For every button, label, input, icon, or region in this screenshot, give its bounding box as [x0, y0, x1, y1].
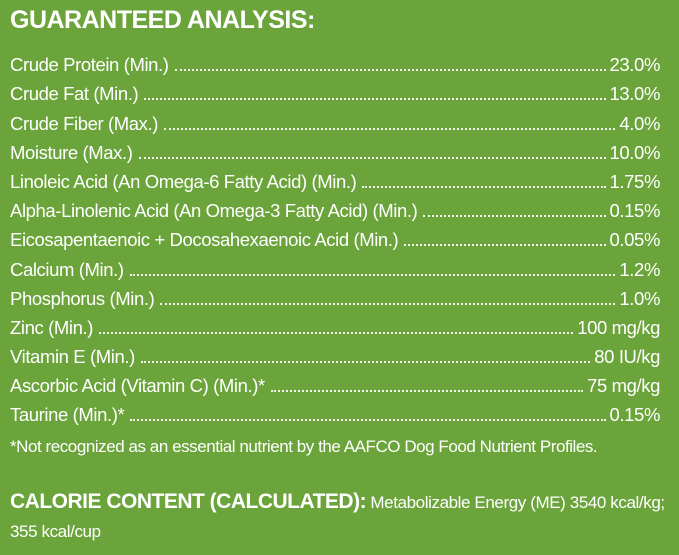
- dot-leader: [98, 331, 574, 334]
- dot-leader: [270, 390, 584, 393]
- calorie-heading: CALORIE CONTENT (CALCULATED):: [10, 490, 367, 513]
- analysis-row: Alpha-Linolenic Acid (An Omega-3 Fatty A…: [10, 193, 660, 222]
- nutrient-label: Phosphorus (Min.): [10, 287, 155, 309]
- dot-leader: [129, 273, 616, 276]
- nutrient-value: 1.75%: [609, 170, 661, 192]
- dot-leader: [160, 302, 616, 305]
- nutrient-label: Alpha-Linolenic Acid (An Omega-3 Fatty A…: [10, 200, 418, 222]
- dot-leader: [140, 361, 591, 364]
- nutrient-label: Crude Fat (Min.): [10, 83, 139, 105]
- analysis-row: Vitamin E (Min.) 80 IU/kg: [10, 339, 660, 368]
- nutrient-value: 1.2%: [619, 258, 660, 280]
- nutrient-label: Crude Fiber (Max.): [10, 112, 159, 134]
- analysis-row: Crude Fiber (Max.) 4.0%: [10, 105, 660, 134]
- title: GUARANTEED ANALYSIS:: [10, 6, 315, 34]
- nutrient-label: Crude Protein (Min.): [10, 54, 169, 76]
- nutrient-label: Linoleic Acid (An Omega-6 Fatty Acid) (M…: [10, 170, 357, 192]
- dot-leader: [404, 244, 606, 247]
- footnote: *Not recognized as an essential nutrient…: [10, 437, 598, 456]
- calorie-text: Metabolizable Energy (ME) 3540 kcal/kg; …: [10, 493, 665, 541]
- analysis-row: Zinc (Min.) 100 mg/kg: [10, 310, 660, 339]
- analysis-row: Phosphorus (Min.) 1.0%: [10, 281, 660, 310]
- nutrient-label: Zinc (Min.): [10, 316, 93, 338]
- nutrient-label: Vitamin E (Min.): [10, 346, 135, 368]
- analysis-row: Calcium (Min.) 1.2%: [10, 251, 660, 280]
- nutrient-value: 1.0%: [619, 287, 660, 309]
- analysis-row: Crude Fat (Min.) 13.0%: [10, 76, 660, 105]
- nutrient-value: 4.0%: [619, 112, 660, 134]
- analysis-row: Moisture (Max.) 10.0%: [10, 135, 660, 164]
- nutrient-value: 0.05%: [609, 229, 661, 251]
- nutrient-value: 23.0%: [609, 54, 661, 76]
- dot-leader: [423, 215, 606, 218]
- calorie-content: CALORIE CONTENT (CALCULATED): Metaboliza…: [10, 487, 670, 546]
- dot-leader: [138, 156, 606, 159]
- nutrient-label: Calcium (Min.): [10, 258, 124, 280]
- nutrient-value: 10.0%: [609, 141, 661, 163]
- nutrient-value: 75 mg/kg: [587, 375, 660, 397]
- nutrient-value: 13.0%: [609, 83, 661, 105]
- nutrient-value: 0.15%: [609, 404, 661, 426]
- dot-leader: [362, 185, 606, 188]
- nutrient-value: 100 mg/kg: [577, 316, 660, 338]
- analysis-list: Crude Protein (Min.) 23.0% Crude Fat (Min.…: [10, 47, 660, 426]
- dot-leader: [130, 419, 606, 422]
- nutrient-label: Taurine (Min.)*: [10, 404, 125, 426]
- analysis-row: Ascorbic Acid (Vitamin C) (Min.)* 75 mg/k…: [10, 368, 660, 397]
- analysis-row: Taurine (Min.)* 0.15%: [10, 397, 660, 426]
- dot-leader: [174, 69, 606, 72]
- analysis-row: Eicosapentaenoic + Docosahexaenoic Acid …: [10, 222, 660, 251]
- nutrient-value: 0.15%: [609, 200, 661, 222]
- nutrient-label: Eicosapentaenoic + Docosahexaenoic Acid …: [10, 229, 399, 251]
- analysis-row: Linoleic Acid (An Omega-6 Fatty Acid) (M…: [10, 164, 660, 193]
- analysis-row: Crude Protein (Min.) 23.0%: [10, 47, 660, 76]
- nutrient-label: Moisture (Max.): [10, 141, 133, 163]
- nutrient-value: 80 IU/kg: [594, 346, 660, 368]
- dot-leader: [164, 127, 616, 130]
- nutrient-label: Ascorbic Acid (Vitamin C) (Min.)*: [10, 375, 265, 397]
- dot-leader: [144, 98, 606, 101]
